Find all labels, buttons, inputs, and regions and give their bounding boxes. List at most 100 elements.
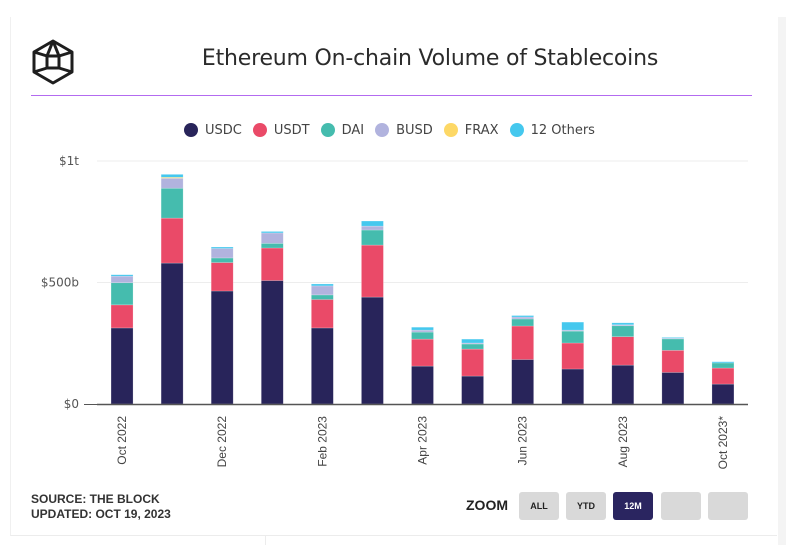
bar-segment-usdt[interactable]	[110, 304, 134, 329]
zoom-button-blank-2[interactable]	[708, 492, 748, 520]
legend-item-usdt[interactable]: USDT	[252, 122, 310, 138]
bar-segment-busd[interactable]	[361, 225, 384, 231]
bar-segment-12-others[interactable]	[511, 315, 534, 318]
bar-segment-usdt[interactable]	[611, 336, 635, 366]
bar-segment-usdc[interactable]	[260, 280, 284, 405]
bar-segment-usdc[interactable]	[160, 262, 184, 405]
updated-text: UPDATED: OCT 19, 2023	[31, 507, 171, 521]
zoom-label: ZOOM	[466, 497, 508, 513]
bar-segment-dai[interactable]	[561, 330, 585, 344]
bar-segment-dai[interactable]	[210, 257, 234, 263]
bar-segment-12-others[interactable]	[110, 274, 134, 277]
the-block-logo-icon	[32, 39, 74, 85]
legend-label: FRAX	[464, 122, 499, 138]
bar-segment-dai[interactable]	[311, 294, 334, 300]
legend-marker	[184, 123, 198, 137]
zoom-12m-button[interactable]: 12M	[613, 492, 653, 520]
legend-item-busd[interactable]: BUSD	[375, 123, 433, 138]
bar-segment-12-others[interactable]	[160, 174, 184, 178]
bar-segment-dai[interactable]	[461, 343, 484, 350]
bar-segment-dai[interactable]	[361, 229, 384, 246]
x-tick-label: Aug 2023	[616, 416, 630, 468]
bar-segment-usdc[interactable]	[661, 372, 685, 405]
zoom-all-button[interactable]: ALL	[519, 492, 559, 520]
bar-segment-usdc[interactable]	[411, 365, 434, 405]
divider	[265, 535, 266, 545]
x-tick-label: Feb 2023	[315, 416, 329, 467]
x-tick-label: Jun 2023	[516, 416, 530, 466]
zoom-ytd-button[interactable]: YTD	[566, 492, 606, 520]
bar-segment-dai[interactable]	[160, 187, 184, 219]
bar-segment-12-others[interactable]	[561, 321, 585, 331]
legend-label: USDT	[273, 122, 310, 138]
bar-segment-usdt[interactable]	[260, 247, 284, 281]
bar-segment-busd[interactable]	[311, 285, 334, 296]
bar-segment-dai[interactable]	[511, 318, 534, 327]
x-tick-label: Apr 2023	[416, 416, 430, 465]
bar-segment-12-others[interactable]	[711, 361, 735, 364]
bar-segment-busd[interactable]	[260, 232, 284, 244]
bar-segment-usdt[interactable]	[210, 262, 234, 292]
bar-segment-12-others[interactable]	[661, 337, 685, 339]
source-text: SOURCE: THE BLOCK	[31, 492, 160, 506]
source-note: SOURCE: THE BLOCK UPDATED: OCT 19, 2023	[31, 492, 171, 522]
bar-segment-busd[interactable]	[210, 248, 234, 259]
legend-item-dai[interactable]: DAI	[320, 123, 364, 138]
bar-segment-dai[interactable]	[260, 243, 284, 249]
bar-segment-12-others[interactable]	[461, 338, 484, 344]
y-tick-label: $0	[64, 397, 79, 411]
chart-card	[10, 17, 777, 536]
chart-legend: USDC USDT DAI BUSD FRAX 12 Others	[184, 121, 606, 139]
bar-segment-12-others[interactable]	[611, 322, 635, 326]
x-tick-label: Dec 2022	[215, 416, 229, 468]
legend-marker	[443, 123, 458, 137]
bar-segment-usdt[interactable]	[411, 338, 434, 367]
x-tick-label: Oct 2022	[115, 416, 129, 465]
bar-segment-usdc[interactable]	[210, 290, 234, 405]
bar-segment-usdc[interactable]	[511, 359, 534, 405]
bar-segment-usdt[interactable]	[561, 342, 585, 370]
legend-item-12-others[interactable]: 12 Others	[509, 123, 595, 138]
title-divider	[31, 95, 752, 96]
y-tick-label: $1t	[59, 154, 79, 168]
bar-segment-usdc[interactable]	[711, 383, 735, 405]
scrollbar-track[interactable]	[778, 17, 786, 545]
legend-marker	[375, 123, 390, 137]
bar-segment-12-others[interactable]	[411, 326, 434, 331]
legend-marker	[252, 123, 267, 137]
bar-segment-12-others[interactable]	[311, 283, 334, 287]
bar-segment-dai[interactable]	[411, 331, 434, 340]
zoom-button-blank-1[interactable]	[661, 492, 701, 520]
bar-segment-12-others[interactable]	[210, 246, 234, 249]
bar-segment-usdc[interactable]	[461, 375, 484, 405]
bar-segment-usdt[interactable]	[661, 349, 685, 373]
x-tick-label: Oct 2023*	[716, 416, 730, 470]
legend-marker	[320, 123, 335, 137]
legend-item-usdc[interactable]: USDC	[184, 123, 242, 138]
bar-segment-dai[interactable]	[711, 362, 735, 369]
bar-segment-usdt[interactable]	[511, 325, 534, 360]
y-tick-label: $500b	[41, 276, 79, 290]
bar-segment-dai[interactable]	[110, 282, 134, 306]
bar-segment-usdt[interactable]	[160, 217, 184, 264]
bar-segment-usdc[interactable]	[361, 296, 384, 405]
legend-marker	[509, 123, 524, 137]
bar-segment-12-others[interactable]	[260, 231, 284, 234]
bar-segment-dai[interactable]	[661, 338, 685, 351]
bar-segment-usdc[interactable]	[611, 364, 635, 405]
bar-segment-busd[interactable]	[160, 177, 184, 189]
bar-segment-12-others[interactable]	[361, 220, 384, 227]
bar-segment-busd[interactable]	[110, 275, 134, 284]
bar-segment-dai[interactable]	[611, 325, 635, 337]
chart-title: Ethereum On-chain Volume of Stablecoins	[201, 46, 659, 71]
bar-segment-usdt[interactable]	[311, 299, 334, 329]
legend-item-frax[interactable]: FRAX	[443, 122, 499, 138]
bar-segment-usdt[interactable]	[711, 367, 735, 385]
legend-label: USDC	[205, 122, 242, 138]
bar-segment-usdc[interactable]	[561, 368, 585, 405]
bar-segment-usdc[interactable]	[311, 327, 334, 405]
bar-segment-usdt[interactable]	[361, 244, 384, 298]
bar-segment-usdt[interactable]	[461, 348, 484, 377]
bar-segment-usdc[interactable]	[110, 327, 134, 405]
